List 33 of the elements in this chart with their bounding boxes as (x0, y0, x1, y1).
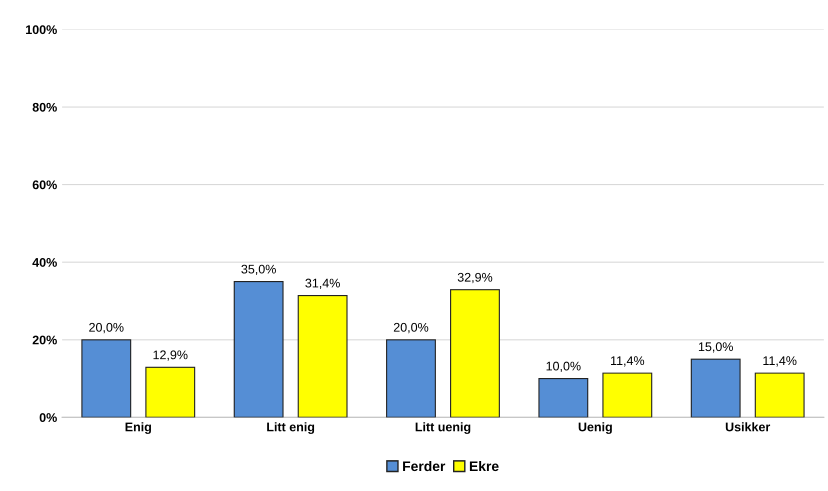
bar (602, 372, 652, 418)
y-tick-label: 40% (32, 258, 57, 267)
data-label: 20,0% (394, 322, 428, 334)
data-label: 11,4% (611, 356, 644, 367)
bar (234, 281, 284, 418)
data-label: 12,9% (154, 350, 188, 361)
bar (754, 372, 805, 418)
data-label: 10,0% (546, 362, 581, 372)
y-tick-label: 0% (40, 413, 57, 422)
bar (81, 339, 132, 418)
data-label: 20,0% (89, 322, 124, 334)
data-label: 32,9% (458, 272, 492, 284)
bar (450, 289, 500, 418)
bar (145, 366, 196, 418)
legend-label: Ferder (403, 460, 446, 472)
y-tick-label: 80% (32, 102, 57, 112)
x-tick-label: Uenig (578, 422, 612, 434)
bar (690, 358, 741, 418)
data-label: 15,0% (698, 342, 733, 353)
bar (298, 295, 348, 418)
legend-label: Ekre (470, 460, 499, 472)
y-tick-label: 100% (26, 25, 57, 34)
bar (386, 339, 436, 418)
data-label: 31,4% (305, 278, 340, 290)
data-label: 11,4% (763, 356, 796, 367)
x-tick-label: Enig (126, 422, 151, 434)
data-label: 35,0% (241, 264, 276, 276)
x-tick-label: Usikker (726, 422, 770, 432)
x-tick-label: Litt enig (267, 422, 314, 434)
y-tick-label: 20% (32, 336, 57, 344)
x-tick-label: Litt uenig (416, 422, 470, 434)
bar (538, 378, 588, 418)
y-tick-label: 60% (32, 180, 57, 190)
